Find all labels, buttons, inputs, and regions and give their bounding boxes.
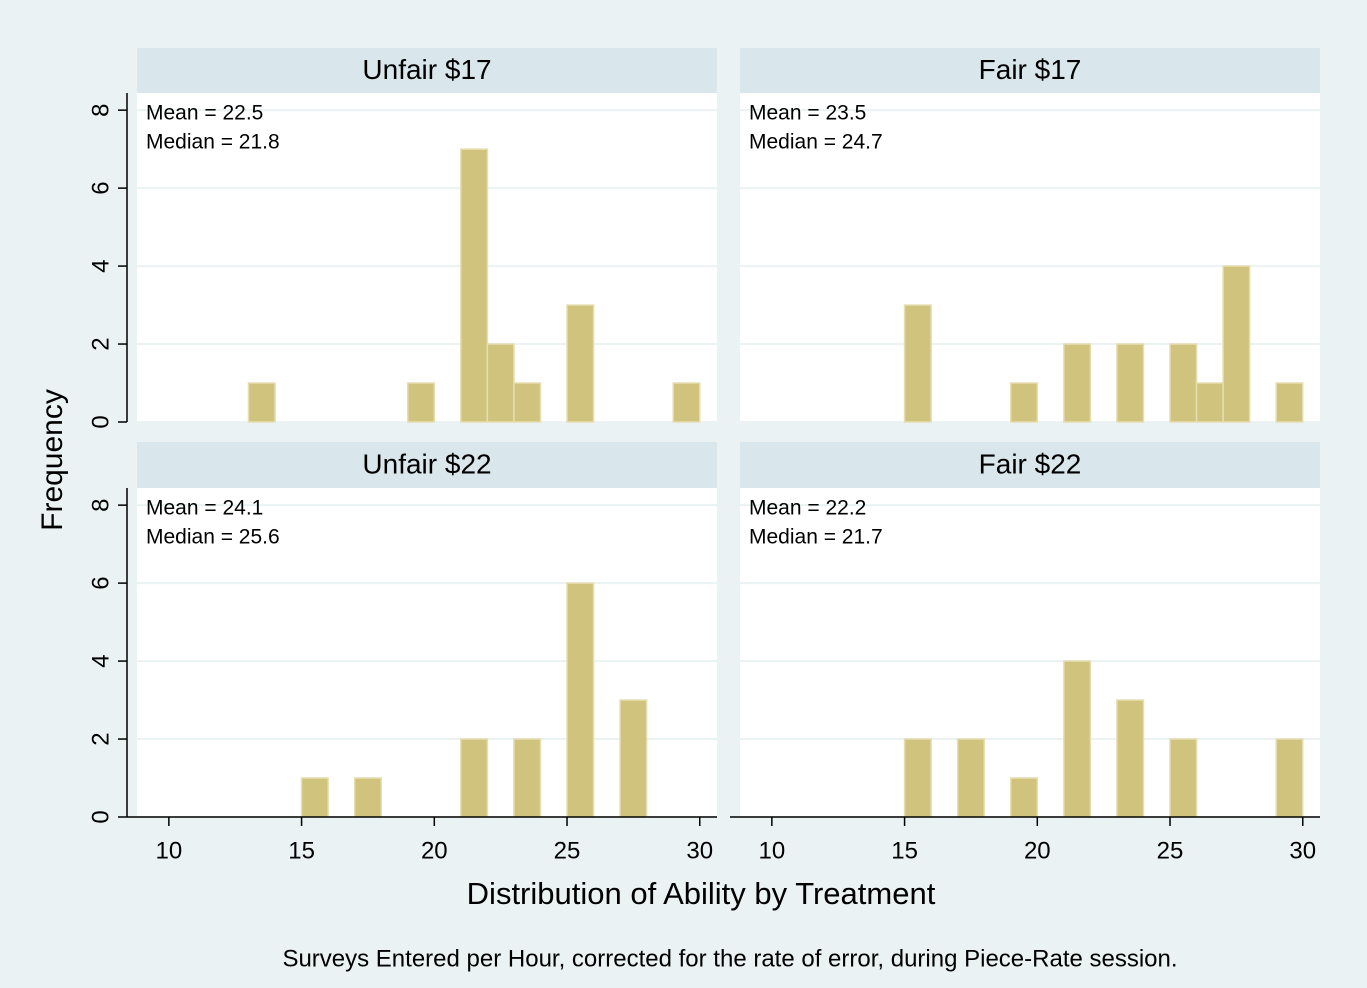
y-tick-label: 2 [87, 732, 114, 745]
bar [460, 738, 489, 818]
bar [513, 382, 542, 423]
y-tick-label: 6 [87, 181, 114, 194]
y-tick-label: 4 [87, 259, 114, 272]
bar [566, 582, 595, 818]
x-tick-label: 25 [1157, 837, 1184, 864]
x-tick-label: 30 [1289, 837, 1316, 864]
bar [247, 382, 276, 423]
panel-title-strip [137, 442, 717, 488]
bar [1169, 738, 1198, 818]
x-axis-title: Distribution of Ability by Treatment [467, 876, 936, 911]
plot-area [137, 93, 717, 422]
annotation: Mean = 24.1 [146, 497, 263, 520]
x-tick-label: 30 [686, 837, 713, 864]
panel-title: Fair $22 [979, 448, 1082, 479]
bar [672, 382, 701, 423]
x-tick-label: 15 [891, 837, 918, 864]
bar [1116, 343, 1145, 423]
panel-title-strip [740, 442, 1320, 488]
panel-title-strip [137, 48, 717, 93]
panel-title: Unfair $22 [362, 448, 491, 479]
bar [486, 343, 515, 423]
x-tick-label: 10 [759, 837, 786, 864]
y-tick-label: 8 [87, 103, 114, 116]
annotation: Mean = 22.5 [146, 102, 263, 125]
panel-title-strip [740, 48, 1320, 93]
bar [1063, 660, 1092, 818]
annotation: Median = 21.7 [749, 526, 883, 549]
note: Surveys Entered per Hour, corrected for … [282, 945, 1177, 972]
bar [956, 738, 985, 818]
bar [1275, 738, 1304, 818]
x-tick-label: 10 [156, 837, 183, 864]
y-tick-label: 0 [87, 810, 114, 823]
bar [903, 738, 932, 818]
y-tick-label: 4 [87, 654, 114, 667]
y-tick-label: 2 [87, 337, 114, 350]
panel-title: Unfair $17 [362, 54, 491, 85]
bar [1010, 777, 1039, 818]
x-tick-label: 25 [554, 837, 581, 864]
annotation: Median = 21.8 [146, 131, 280, 154]
bar [1275, 382, 1304, 423]
bar [1169, 343, 1198, 423]
bar [1195, 382, 1224, 423]
annotation: Median = 25.6 [146, 526, 280, 549]
bar [300, 777, 329, 818]
bar [566, 304, 595, 423]
y-tick-label: 8 [87, 498, 114, 511]
y-axis-title: Frequency [36, 389, 69, 531]
plot-area [740, 488, 1320, 817]
bar [513, 738, 542, 818]
bar [1063, 343, 1092, 423]
panel-title: Fair $17 [979, 54, 1082, 85]
bar [353, 777, 382, 818]
bar [460, 148, 489, 423]
x-tick-label: 15 [288, 837, 315, 864]
y-tick-label: 0 [87, 415, 114, 428]
bar [903, 304, 932, 423]
x-tick-label: 20 [421, 837, 448, 864]
bar [1222, 265, 1251, 423]
bar [407, 382, 436, 423]
x-tick-label: 20 [1024, 837, 1051, 864]
annotation: Median = 24.7 [749, 131, 883, 154]
annotation: Mean = 23.5 [749, 102, 866, 125]
bar [1010, 382, 1039, 423]
bar [619, 699, 648, 818]
bar [1116, 699, 1145, 818]
annotation: Mean = 22.2 [749, 497, 866, 520]
y-tick-label: 6 [87, 576, 114, 589]
